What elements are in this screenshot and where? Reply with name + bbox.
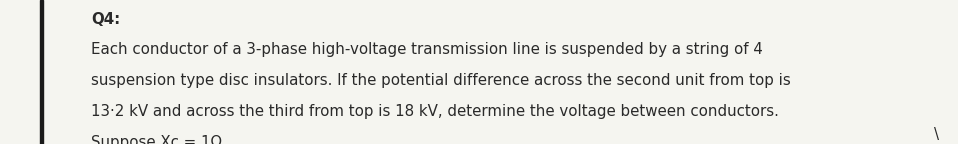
Text: suspension type disc insulators. If the potential difference across the second u: suspension type disc insulators. If the … [91, 73, 790, 88]
Text: Each conductor of a 3-phase high-voltage transmission line is suspended by a str: Each conductor of a 3-phase high-voltage… [91, 42, 763, 57]
Text: 13·2 kV and across the third from top is 18 kV, determine the voltage between co: 13·2 kV and across the third from top is… [91, 104, 779, 119]
Text: \: \ [934, 127, 939, 142]
Text: Q4:: Q4: [91, 12, 120, 26]
Text: Suppose Xᴄ = 1Ω.: Suppose Xᴄ = 1Ω. [91, 135, 227, 144]
Bar [39, 0, 43, 144]
